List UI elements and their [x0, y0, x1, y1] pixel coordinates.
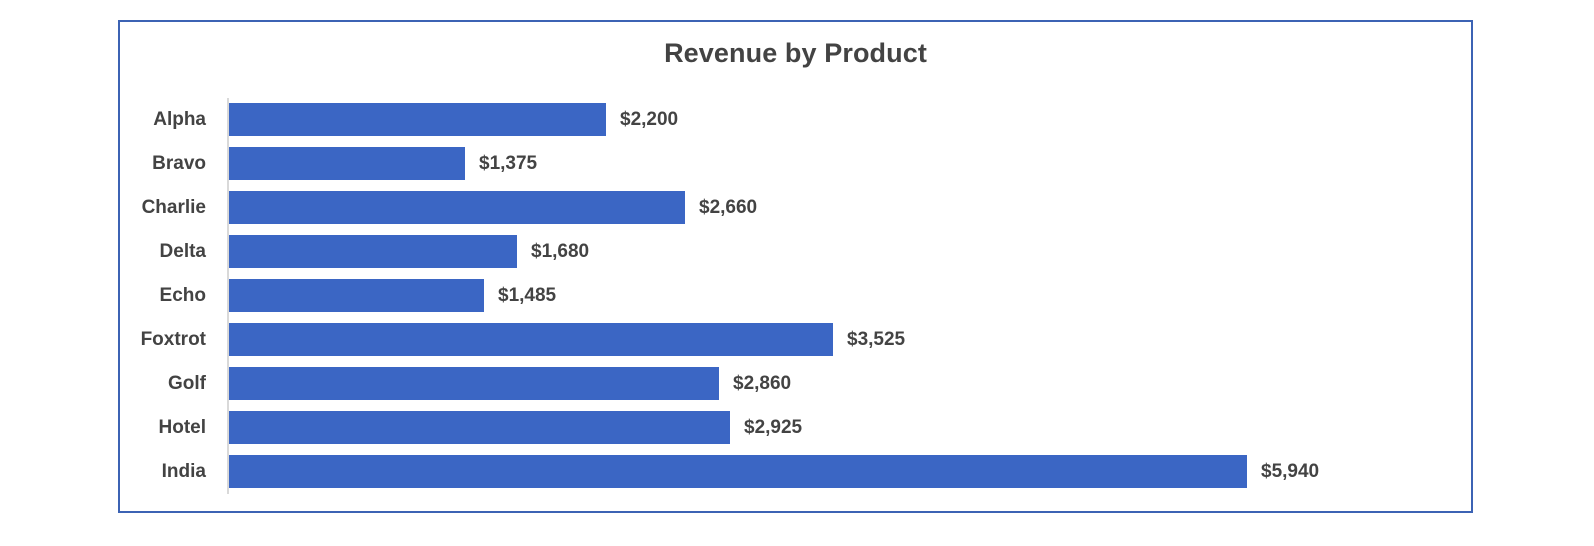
bar-track: $2,925: [229, 406, 1471, 450]
bar-category-label: Delta: [159, 241, 206, 262]
bar-value-label: $1,485: [498, 285, 557, 306]
bar[interactable]: [229, 191, 685, 224]
bar-value-label: $3,525: [847, 329, 906, 350]
bar-value-label: $2,200: [620, 109, 679, 130]
bar-value-label: $2,660: [699, 197, 758, 218]
bar[interactable]: [229, 235, 517, 268]
bar[interactable]: [229, 103, 606, 136]
category-axis-line: [227, 98, 229, 494]
bar[interactable]: [229, 147, 465, 180]
bar-track: $1,485: [229, 274, 1471, 318]
chart-container: Revenue by Product Alpha $2,200 Bravo $1,37…: [118, 20, 1473, 513]
bar-track: $1,375: [229, 142, 1471, 186]
bar-category-label: Alpha: [153, 109, 206, 130]
bar-category-label: India: [161, 461, 206, 482]
bar-track: $5,940: [229, 450, 1471, 494]
bar-track: $1,680: [229, 230, 1471, 274]
bar[interactable]: [229, 411, 730, 444]
bar-row: India $5,940: [120, 450, 1471, 494]
bar-value-label: $2,860: [733, 373, 792, 394]
bar[interactable]: [229, 279, 484, 312]
bar-track: $2,860: [229, 362, 1471, 406]
plot-area: Alpha $2,200 Bravo $1,375 Charlie $2,660 Delta…: [120, 82, 1471, 511]
chart-title: Revenue by Product: [664, 38, 927, 68]
bar[interactable]: [229, 455, 1247, 488]
bar-row: Echo $1,485: [120, 274, 1471, 318]
bar-value-label: $1,680: [531, 241, 590, 262]
bar-category-label: Golf: [168, 373, 206, 394]
bar-row: Foxtrot $3,525: [120, 318, 1471, 362]
bar[interactable]: [229, 367, 719, 400]
bar-row: Charlie $2,660: [120, 186, 1471, 230]
bar-category-label: Charlie: [141, 197, 206, 218]
bar-value-label: $1,375: [479, 153, 538, 174]
bar-category-label: Bravo: [152, 153, 206, 174]
bar-track: $2,200: [229, 98, 1471, 142]
bar[interactable]: [229, 323, 833, 356]
bar-value-label: $5,940: [1261, 461, 1320, 482]
bar-category-label: Foxtrot: [140, 329, 206, 350]
bar-track: $2,660: [229, 186, 1471, 230]
bar-value-label: $2,925: [744, 417, 803, 438]
bar-category-label: Hotel: [158, 417, 207, 438]
bar-row: Delta $1,680: [120, 230, 1471, 274]
bar-row: Alpha $2,200: [120, 98, 1471, 142]
bar-row: Bravo $1,375: [120, 142, 1471, 186]
bar-row: Golf $2,860: [120, 362, 1471, 406]
bar-row: Hotel $2,925: [120, 406, 1471, 450]
bar-track: $3,525: [229, 318, 1471, 362]
bar-category-label: Echo: [159, 285, 206, 306]
